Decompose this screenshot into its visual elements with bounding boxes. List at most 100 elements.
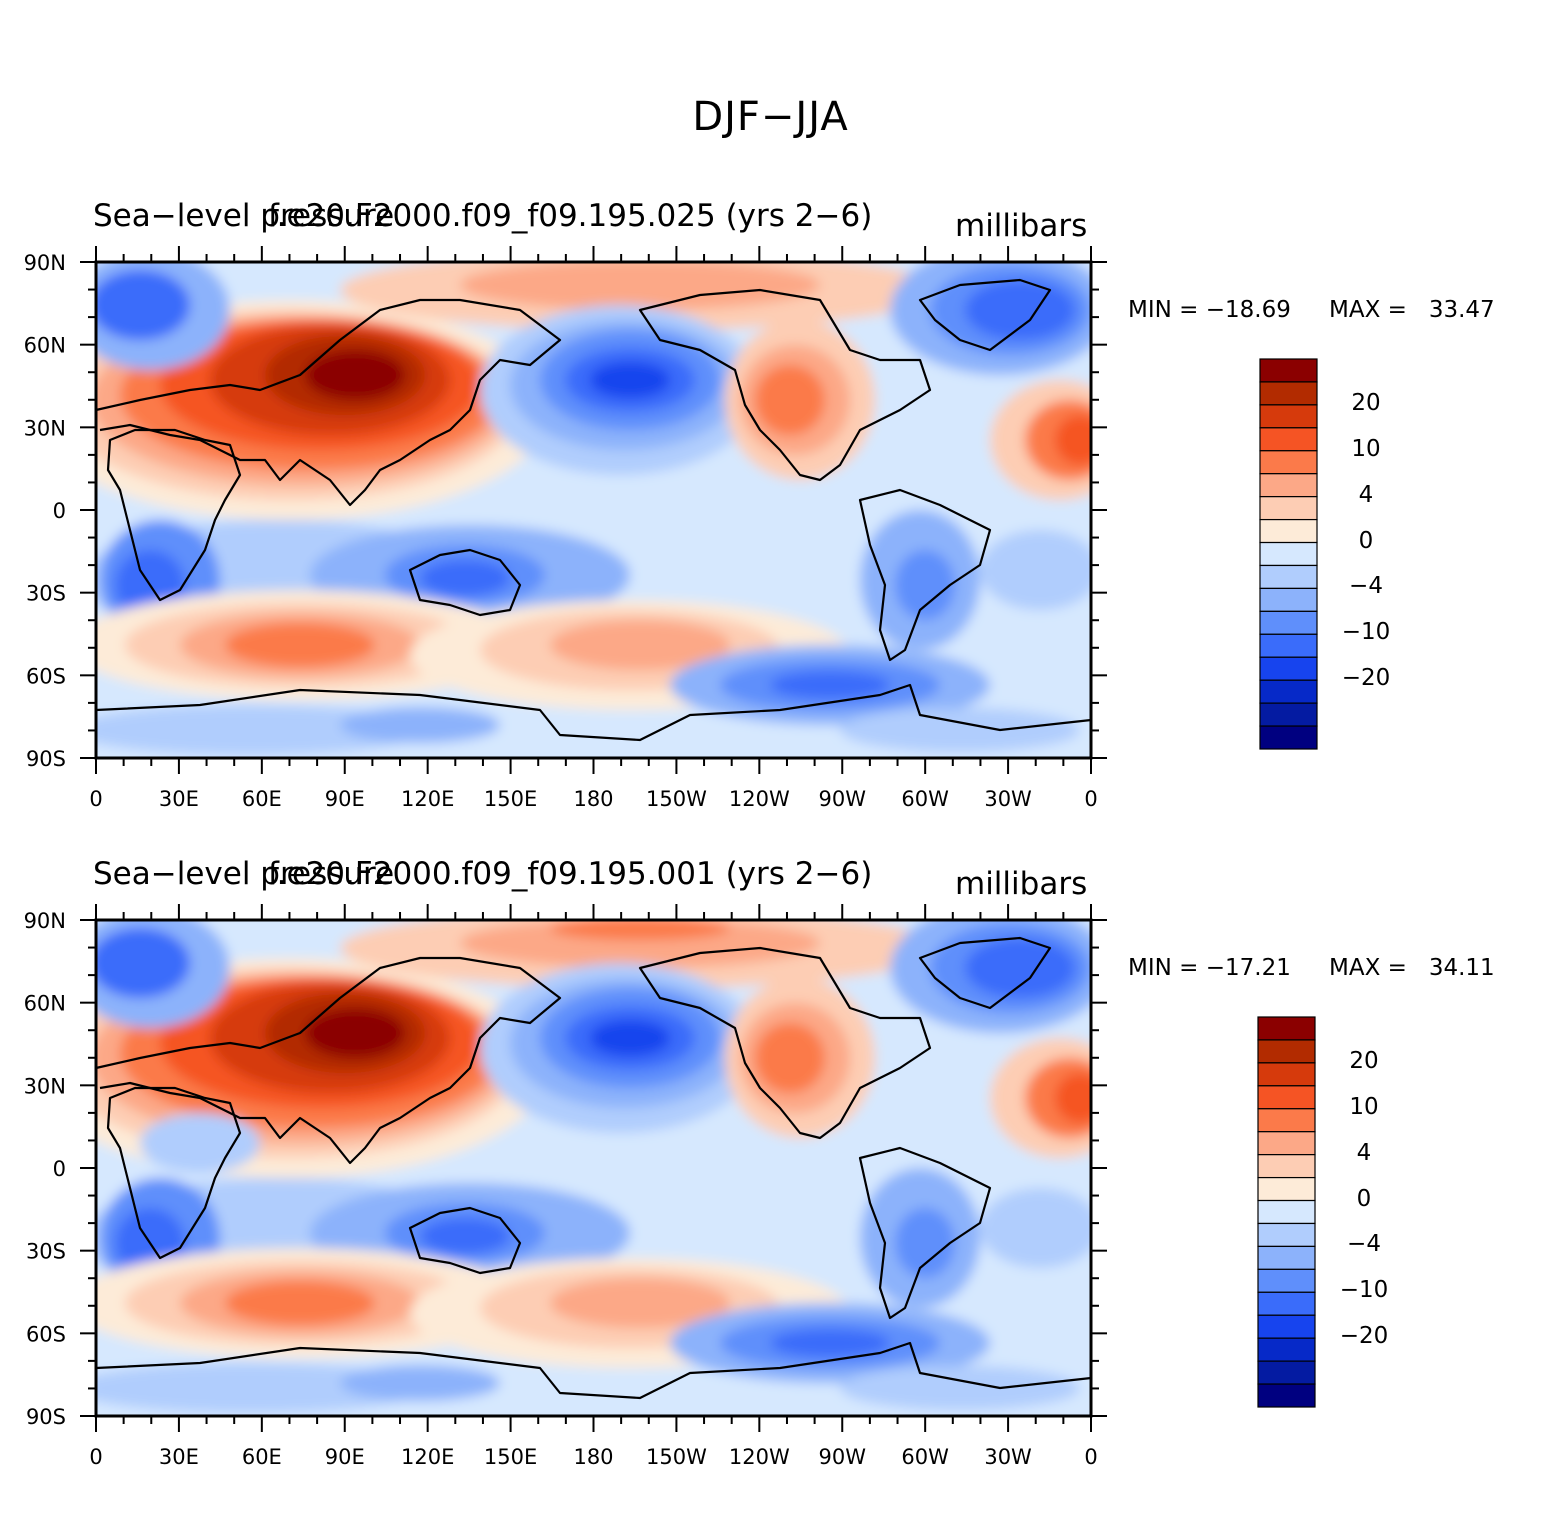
colorbar-label: −4 <box>1349 573 1383 600</box>
colorbar-swatches <box>1259 358 1318 750</box>
colorbar-swatch <box>1257 1199 1316 1225</box>
max-label: MAX = 33.47 <box>1329 297 1495 323</box>
lon-tick-label: 60E <box>242 1445 282 1469</box>
colorbar-label: −20 <box>1339 1323 1389 1350</box>
slp-map: 90N 60N 30N 0 30S 60S 90S 0 30E 60E 90E 120E 150E 180… <box>24 246 1107 811</box>
colorbar-swatch <box>1257 1176 1316 1202</box>
min-label: MIN = −18.69 <box>1128 297 1291 323</box>
lat-tick-label: 0 <box>53 1157 66 1181</box>
colorbar-swatch <box>1257 1085 1316 1110</box>
lon-tick-label: 30E <box>159 787 199 811</box>
colorbar-swatch <box>1259 587 1318 612</box>
colorbar-swatch <box>1259 450 1318 475</box>
panel-2: Sea−level pressure f.e20.F2000.f09_f09.1… <box>0 848 1541 1488</box>
lat-tick-label: 30N <box>24 1074 66 1098</box>
colorbar-swatch <box>1259 610 1318 635</box>
colorbar-swatch <box>1259 702 1318 727</box>
pressure-field <box>96 920 1091 1416</box>
lat-tick-label: 60S <box>26 664 66 688</box>
lon-tick-label: 90E <box>325 787 365 811</box>
coastlines <box>95 278 1092 742</box>
lat-tick-label: 30S <box>26 1240 66 1264</box>
panel-center-string: f.e20.F2000.f09_f09.195.025 (yrs 2−6) <box>268 198 873 234</box>
colorbar-swatch <box>1259 427 1318 452</box>
lon-tick-label: 120E <box>401 1445 454 1469</box>
lon-tick-label: 150E <box>484 787 537 811</box>
lat-tick-label: 0 <box>53 499 66 523</box>
lon-tick-label: 150E <box>484 1445 537 1469</box>
slp-map: 90N 60N 30N 0 30S 60S 90S 0 30E 60E 90E 120E 150E 180… <box>24 904 1107 1469</box>
lon-tick-label: 120E <box>401 787 454 811</box>
lat-tick-label: 60S <box>26 1322 66 1346</box>
colorbar-swatch <box>1259 473 1318 498</box>
colorbar-label: 4 <box>1358 481 1374 508</box>
lon-tick-label: 180 <box>573 1445 613 1469</box>
colorbar-swatch <box>1257 1337 1316 1362</box>
map-axes: 90N 60N 30N 0 30S 60S 90S 0 30E 60E 90E 120E 150E 180… <box>24 904 1107 1469</box>
colorbar-swatch <box>1259 518 1318 544</box>
lon-tick-label: 120W <box>729 1445 790 1469</box>
colorbar-swatch <box>1257 1154 1316 1179</box>
lon-tick-label: 0 <box>89 1445 102 1469</box>
lon-tick-label: 0 <box>1084 787 1097 811</box>
colorbar-swatch <box>1257 1108 1316 1133</box>
colorbar-label: −4 <box>1347 1231 1381 1258</box>
lat-tick-label: 60N <box>24 992 66 1016</box>
colorbar-label: 0 <box>1358 527 1374 554</box>
colorbar-swatch <box>1259 496 1318 521</box>
lon-tick-label: 90W <box>819 1445 867 1469</box>
colorbar-swatch <box>1259 404 1318 429</box>
colorbar-label: 20 <box>1351 389 1381 416</box>
lon-tick-label: 0 <box>89 787 102 811</box>
colorbar-label: −20 <box>1341 665 1391 692</box>
colorbar-swatch <box>1259 633 1318 658</box>
colorbar-swatch <box>1257 1268 1316 1293</box>
panel-center-string: f.e20.F2000.f09_f09.195.001 (yrs 2−6) <box>268 856 873 892</box>
panel-1: Sea−level pressure f.e20.F2000.f09_f09.1… <box>0 190 1541 830</box>
lon-tick-label: 60W <box>901 1445 949 1469</box>
panel-right-string: millibars <box>955 866 1088 902</box>
lon-tick-label: 90E <box>325 1445 365 1469</box>
lon-tick-label: 180 <box>573 787 613 811</box>
pressure-field <box>96 262 1091 758</box>
figure-title: DJF−JJA <box>692 94 849 140</box>
lat-tick-label: 30S <box>26 582 66 606</box>
colorbar-label: 20 <box>1349 1047 1379 1074</box>
lat-tick-label: 60N <box>24 334 66 358</box>
max-label: MAX = 34.11 <box>1329 955 1495 981</box>
coastlines <box>95 936 1092 1400</box>
colorbar-label: −10 <box>1339 1277 1389 1304</box>
panel-right-string: millibars <box>955 208 1088 244</box>
lat-tick-label: 90N <box>24 909 66 933</box>
colorbar-swatch <box>1259 541 1318 567</box>
lon-tick-label: 0 <box>1084 1445 1097 1469</box>
colorbar-label: 4 <box>1356 1139 1372 1166</box>
lat-tick-label: 90S <box>26 1405 66 1429</box>
lat-tick-label: 90S <box>26 747 66 771</box>
colorbar-swatch <box>1259 656 1318 681</box>
lon-tick-label: 120W <box>729 787 790 811</box>
colorbar-swatch <box>1257 1131 1316 1156</box>
colorbar-swatch <box>1257 1383 1316 1408</box>
colorbar-swatch <box>1257 1360 1316 1385</box>
lon-tick-label: 90W <box>819 787 867 811</box>
colorbar-label: 0 <box>1356 1185 1372 1212</box>
lon-tick-label: 30W <box>984 1445 1032 1469</box>
panel-left-string: Sea−level pressure <box>93 856 395 892</box>
colorbar-swatch <box>1257 1222 1316 1248</box>
colorbar-swatch <box>1259 564 1318 590</box>
min-label: MIN = −17.21 <box>1128 955 1291 981</box>
map-axes: 90N 60N 30N 0 30S 60S 90S 0 30E 60E 90E 120E 150E 180… <box>24 246 1107 811</box>
colorbar-swatch <box>1257 1062 1316 1087</box>
colorbar-swatch <box>1257 1291 1316 1316</box>
colorbar-swatch <box>1257 1314 1316 1339</box>
lon-tick-label: 30W <box>984 787 1032 811</box>
lon-tick-label: 60E <box>242 787 282 811</box>
colorbar-swatch <box>1257 1245 1316 1270</box>
panel-left-string: Sea−level pressure <box>93 198 395 234</box>
colorbar-label: −10 <box>1341 619 1391 646</box>
colorbar-swatch <box>1259 725 1318 750</box>
colorbar-swatches <box>1257 1016 1316 1408</box>
lon-tick-label: 150W <box>646 1445 707 1469</box>
colorbar-label: 10 <box>1349 1093 1379 1120</box>
